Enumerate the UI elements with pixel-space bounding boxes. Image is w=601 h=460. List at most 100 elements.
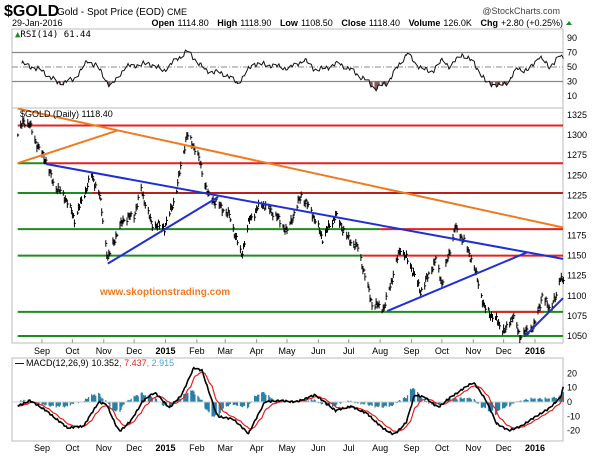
macd-histogram-bar — [109, 402, 110, 407]
macd-histogram-bar — [506, 402, 507, 406]
price-panel — [12, 108, 563, 343]
rsi-tick-label: 30 — [567, 77, 577, 87]
macd-histogram-bar — [95, 396, 96, 402]
month-label: 2016 — [525, 346, 545, 356]
month-label-bottom: May — [278, 443, 296, 453]
month-label-bottom: 2015 — [155, 443, 175, 453]
month-label: Sep — [403, 346, 419, 356]
price-tick-label: 1150 — [567, 251, 586, 261]
chg-value: +2.80 (+0.25%) — [501, 18, 563, 28]
watermark[interactable]: www.skoptionstrading.com — [99, 287, 230, 298]
macd-tick-label: -20 — [567, 426, 580, 436]
month-label-bottom: Feb — [189, 443, 205, 453]
macd-histogram-bar — [379, 402, 380, 406]
exchange: CME — [167, 7, 187, 17]
rsi-tick-label: 70 — [567, 48, 577, 58]
chg-label: Chg — [480, 18, 498, 28]
macd-histogram-bar — [244, 402, 245, 406]
macd-histogram-bar — [534, 398, 535, 402]
macd-histogram-bar — [386, 402, 387, 406]
month-label-bottom: Oct — [65, 443, 80, 453]
macd-histogram-bar — [464, 398, 465, 402]
month-label-bottom: Dec — [496, 443, 513, 453]
month-label-bottom: Oct — [435, 443, 450, 453]
macd-histogram-bar — [88, 397, 89, 402]
macd-histogram-bar — [102, 398, 103, 402]
macd-histogram-bar — [237, 402, 238, 406]
month-label: Jun — [311, 346, 326, 356]
month-label-bottom: Jul — [343, 443, 355, 453]
macd-histogram-bar — [53, 402, 54, 406]
month-label-bottom: Aug — [372, 443, 388, 453]
macd-histogram-bar — [223, 402, 224, 409]
macd-tick-label: 0 — [567, 397, 572, 407]
rsi-tick-label: 10 — [567, 91, 577, 101]
hist-value: 2.915 — [152, 358, 175, 368]
close-value: 1118.40 — [369, 18, 400, 28]
price-tick-label: 1050 — [567, 331, 587, 341]
high-value: 1118.90 — [240, 18, 271, 28]
price-tick-label: 1275 — [567, 150, 587, 160]
month-label-bottom: Sep — [34, 443, 50, 453]
brand-link[interactable]: @StockCharts.com — [482, 6, 560, 16]
month-label-bottom: Nov — [96, 443, 113, 453]
open-value: 1114.80 — [178, 18, 209, 28]
month-label-bottom: Sep — [403, 443, 419, 453]
month-label-bottom: Dec — [126, 443, 143, 453]
month-label: 2015 — [155, 346, 175, 356]
month-label: May — [278, 346, 296, 356]
close-label: Close — [341, 18, 366, 28]
macd-histogram-bar — [265, 395, 266, 402]
macd-histogram-bar — [67, 402, 68, 406]
month-label: Oct — [435, 346, 450, 356]
month-label-bottom: Nov — [465, 443, 482, 453]
price-tick-label: 1325 — [567, 110, 587, 120]
volume-value: 126.0K — [443, 18, 472, 28]
month-label: Apr — [250, 346, 264, 356]
rsi-title: ▲RSI(14) 61.44 — [15, 30, 91, 40]
quote-date: 29-Jan-2016 — [12, 18, 63, 28]
macd-histogram-bar — [187, 393, 188, 402]
macd-histogram-bar — [116, 402, 117, 410]
macd-histogram-bar — [258, 395, 259, 402]
volume-label: Volume — [409, 18, 441, 28]
macd-tick-label: 20 — [567, 368, 577, 378]
macd-value: 10.352 — [92, 358, 120, 368]
macd-tick-label: 10 — [567, 383, 577, 393]
month-label: Dec — [496, 346, 513, 356]
macd-histogram-bar — [60, 402, 61, 406]
month-label-bottom: Apr — [250, 443, 264, 453]
month-label-bottom: Mar — [217, 443, 233, 453]
open-label: Open — [151, 18, 174, 28]
rsi-tick-label: 50 — [567, 62, 577, 72]
month-label-bottom: 2016 — [525, 443, 545, 453]
macd-tick-label: -10 — [567, 411, 580, 421]
month-label: Jul — [343, 346, 355, 356]
month-label: Sep — [34, 346, 50, 356]
price-tick-label: 1175 — [567, 231, 586, 241]
macd-histogram-bar — [549, 398, 550, 402]
rsi-tick-label: 90 — [567, 33, 577, 43]
month-label: Nov — [96, 346, 113, 356]
security-name: Gold - Spot Price (EOD) — [57, 7, 164, 18]
macd-histogram-bar — [407, 395, 408, 402]
macd-histogram-bar — [208, 402, 209, 412]
low-value: 1108.50 — [301, 18, 333, 28]
macd-histogram-bar — [194, 394, 195, 402]
macd-histogram-bar — [138, 396, 139, 402]
month-label: Dec — [126, 346, 143, 356]
high-label: High — [217, 18, 237, 28]
month-label: Feb — [189, 346, 205, 356]
month-label: Mar — [217, 346, 233, 356]
month-label-bottom: Jun — [311, 443, 326, 453]
price-tick-label: 1100 — [567, 291, 586, 301]
price-tick-label: 1200 — [567, 210, 587, 220]
macd-histogram-bar — [485, 402, 486, 408]
signal-value: 7.437 — [124, 358, 147, 368]
price-tick-label: 1075 — [567, 311, 587, 321]
macd-legend: —MACD(12,26,9)10.352, 7.437, 2.915 — [15, 358, 174, 368]
price-tick-label: 1250 — [567, 170, 587, 180]
price-tick-label: 1125 — [567, 271, 586, 281]
